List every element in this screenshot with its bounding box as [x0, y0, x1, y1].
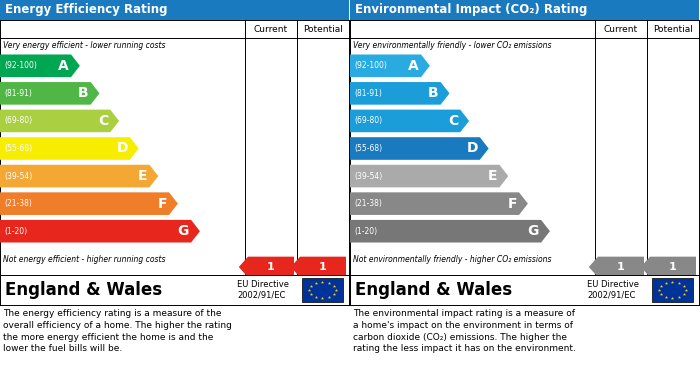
- Text: (55-68): (55-68): [4, 144, 32, 153]
- Text: EU Directive
2002/91/EC: EU Directive 2002/91/EC: [587, 280, 639, 300]
- Polygon shape: [239, 256, 294, 277]
- Text: D: D: [116, 142, 128, 156]
- Text: (1-20): (1-20): [4, 227, 27, 236]
- Text: C: C: [98, 114, 108, 128]
- Text: Current: Current: [604, 25, 638, 34]
- Text: A: A: [58, 59, 69, 73]
- Text: 1: 1: [617, 262, 625, 272]
- Text: The environmental impact rating is a measure of
a home's impact on the environme: The environmental impact rating is a mea…: [353, 309, 576, 353]
- Polygon shape: [350, 220, 550, 242]
- Text: (21-38): (21-38): [4, 199, 32, 208]
- Text: EU Directive
2002/91/EC: EU Directive 2002/91/EC: [237, 280, 289, 300]
- Text: F: F: [158, 197, 167, 211]
- Text: Not environmentally friendly - higher CO₂ emissions: Not environmentally friendly - higher CO…: [353, 255, 552, 264]
- Polygon shape: [0, 165, 158, 187]
- Bar: [652, 278, 693, 302]
- Text: Very environmentally friendly - lower CO₂ emissions: Very environmentally friendly - lower CO…: [353, 41, 552, 50]
- Text: (69-80): (69-80): [4, 117, 32, 126]
- Text: (92-100): (92-100): [354, 61, 387, 70]
- Polygon shape: [0, 137, 139, 160]
- Text: Very energy efficient - lower running costs: Very energy efficient - lower running co…: [3, 41, 165, 50]
- Text: C: C: [448, 114, 458, 128]
- Text: Environmental Impact (CO₂) Rating: Environmental Impact (CO₂) Rating: [355, 4, 587, 16]
- Polygon shape: [0, 54, 80, 77]
- Polygon shape: [589, 256, 644, 277]
- Polygon shape: [350, 109, 469, 132]
- Text: Current: Current: [254, 25, 288, 34]
- Text: A: A: [408, 59, 419, 73]
- Text: Energy Efficiency Rating: Energy Efficiency Rating: [5, 4, 168, 16]
- Polygon shape: [350, 137, 489, 160]
- Polygon shape: [0, 109, 119, 132]
- Polygon shape: [290, 256, 346, 277]
- Text: F: F: [508, 197, 517, 211]
- Bar: [302, 278, 343, 302]
- Text: 1: 1: [669, 262, 677, 272]
- Polygon shape: [0, 82, 99, 105]
- Polygon shape: [350, 165, 508, 187]
- Text: (69-80): (69-80): [354, 117, 382, 126]
- Polygon shape: [350, 54, 430, 77]
- Text: (81-91): (81-91): [354, 89, 382, 98]
- Text: England & Wales: England & Wales: [5, 281, 162, 299]
- Text: Potential: Potential: [653, 25, 693, 34]
- Text: (1-20): (1-20): [354, 227, 377, 236]
- Polygon shape: [0, 220, 200, 242]
- Text: 1: 1: [267, 262, 275, 272]
- Text: B: B: [78, 86, 89, 100]
- Text: The energy efficiency rating is a measure of the
overall efficiency of a home. T: The energy efficiency rating is a measur…: [3, 309, 232, 353]
- Polygon shape: [350, 192, 528, 215]
- Text: (21-38): (21-38): [354, 199, 382, 208]
- Text: England & Wales: England & Wales: [355, 281, 512, 299]
- Text: (39-54): (39-54): [354, 172, 382, 181]
- Polygon shape: [0, 192, 178, 215]
- Text: (55-68): (55-68): [354, 144, 382, 153]
- Text: B: B: [428, 86, 439, 100]
- Text: (92-100): (92-100): [4, 61, 37, 70]
- Text: E: E: [138, 169, 148, 183]
- Text: Potential: Potential: [303, 25, 343, 34]
- Text: Not energy efficient - higher running costs: Not energy efficient - higher running co…: [3, 255, 165, 264]
- Text: E: E: [488, 169, 498, 183]
- Text: 1: 1: [319, 262, 327, 272]
- Text: (39-54): (39-54): [4, 172, 32, 181]
- Polygon shape: [640, 256, 696, 277]
- Text: (81-91): (81-91): [4, 89, 32, 98]
- Text: G: G: [528, 224, 539, 238]
- Polygon shape: [350, 82, 449, 105]
- Text: D: D: [466, 142, 478, 156]
- Text: G: G: [178, 224, 189, 238]
